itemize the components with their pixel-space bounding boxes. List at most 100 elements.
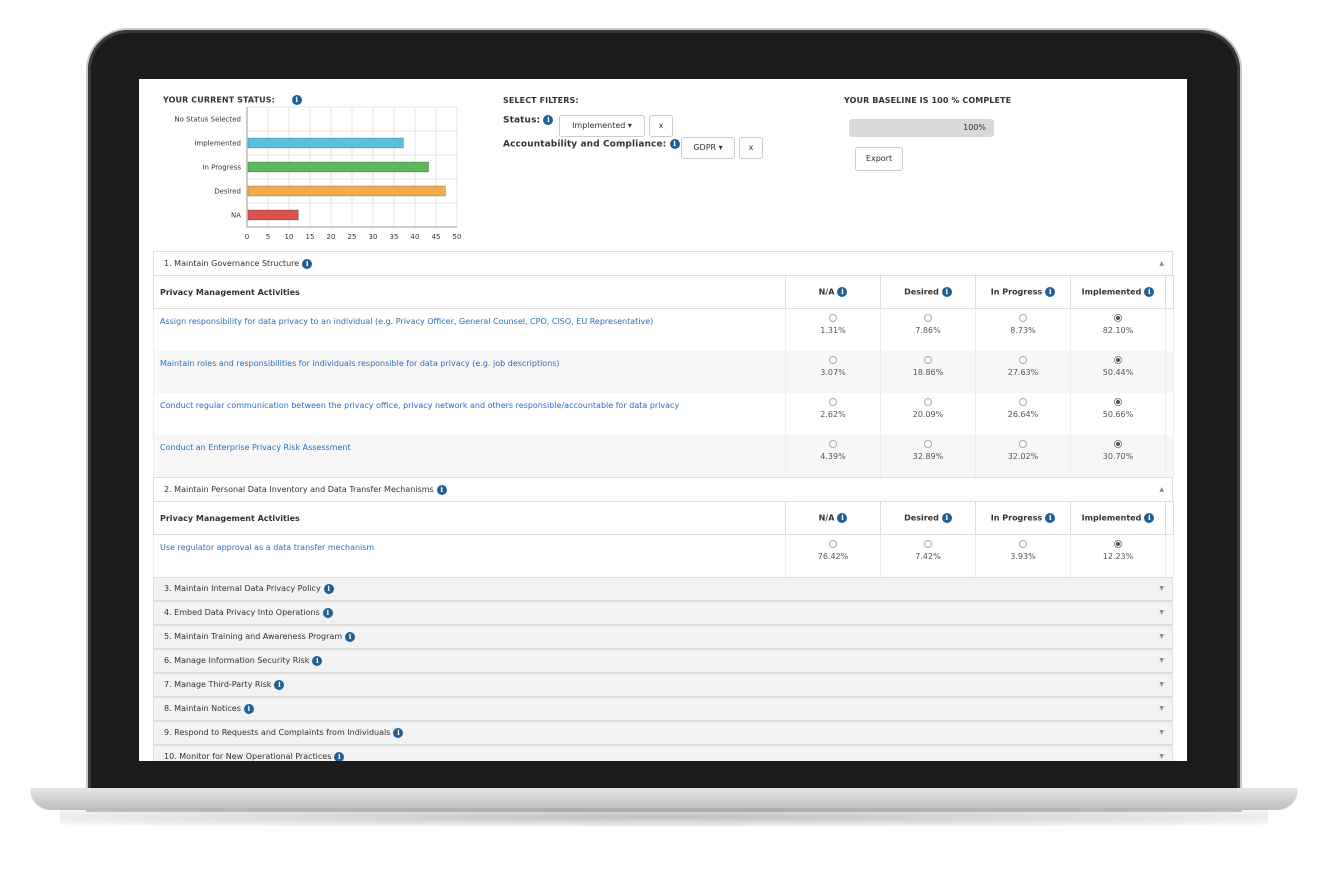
radio-progress[interactable] — [1019, 440, 1027, 448]
info-icon[interactable]: i — [302, 258, 313, 269]
activity-link[interactable]: Conduct an Enterprise Privacy Risk Asses… — [153, 435, 786, 477]
info-icon[interactable]: i — [243, 703, 254, 714]
info-icon[interactable]: i — [1045, 513, 1056, 523]
percentage-value: 30.70% — [1102, 452, 1134, 461]
section-header[interactable]: 1. Maintain Governance Structure i ▲ — [153, 251, 1173, 275]
expand-caret-icon[interactable]: ▼ — [1159, 585, 1164, 592]
info-icon[interactable]: i — [274, 679, 285, 690]
section-header[interactable]: 10. Monitor for New Operational Practice… — [153, 745, 1173, 761]
percentage-value: 7.42% — [915, 552, 941, 561]
expand-caret-icon[interactable]: ▼ — [1159, 657, 1164, 664]
percentage-value: 50.44% — [1102, 368, 1134, 377]
option-cell-progress: 26.64% — [975, 393, 1071, 435]
activity-link[interactable]: Assign responsibility for data privacy t… — [153, 308, 786, 351]
section-header[interactable]: 5. Maintain Training and Awareness Progr… — [153, 625, 1173, 649]
radio-desired[interactable] — [924, 314, 932, 322]
expand-caret-icon[interactable]: ▼ — [1159, 609, 1164, 616]
activity-link[interactable]: Use regulator approval as a data transfe… — [153, 534, 786, 577]
percentage-value: 27.63% — [1007, 368, 1039, 377]
info-icon[interactable]: i — [1045, 287, 1056, 297]
percentage-value: 32.89% — [912, 452, 944, 461]
option-cell-na: 2.62% — [785, 393, 881, 435]
radio-implemented[interactable] — [1114, 314, 1122, 322]
export-button[interactable]: Export — [855, 147, 903, 171]
activity-link[interactable]: Maintain roles and responsibilities for … — [153, 351, 786, 393]
info-icon[interactable]: i — [543, 115, 554, 125]
x-tick-label: 20 — [327, 233, 336, 241]
status-filter-dropdown[interactable]: Implemented ▾ — [559, 115, 645, 137]
clear-accountability-filter-button[interactable]: x — [739, 137, 763, 159]
status-filter-label: Status: i — [503, 115, 554, 126]
collapse-caret-icon[interactable]: ▲ — [1159, 260, 1164, 267]
current-status-header: YOUR CURRENT STATUS: i — [163, 95, 302, 105]
section-header[interactable]: 3. Maintain Internal Data Privacy Policy… — [153, 577, 1173, 601]
radio-na[interactable] — [829, 540, 837, 548]
x-tick-label: 45 — [432, 233, 441, 241]
radio-na[interactable] — [829, 314, 837, 322]
radio-implemented[interactable] — [1114, 540, 1122, 548]
info-icon[interactable]: i — [837, 513, 848, 523]
radio-implemented[interactable] — [1114, 356, 1122, 364]
section-header[interactable]: 2. Maintain Personal Data Inventory and … — [153, 477, 1173, 501]
column-header: N/A i — [785, 275, 881, 309]
column-header-label: Implemented — [1081, 287, 1142, 297]
percentage-value: 50.66% — [1102, 410, 1134, 419]
expand-caret-icon[interactable]: ▼ — [1159, 681, 1164, 688]
radio-na[interactable] — [829, 398, 837, 406]
clear-status-filter-button[interactable]: x — [649, 115, 673, 137]
option-cell-implemented: 82.10% — [1070, 308, 1166, 351]
radio-desired[interactable] — [924, 540, 932, 548]
info-icon[interactable]: i — [669, 139, 680, 149]
info-icon[interactable]: i — [312, 655, 323, 666]
section-header[interactable]: 8. Maintain Notices i ▼ — [153, 697, 1173, 721]
info-icon[interactable]: i — [323, 583, 334, 594]
section-title: 9. Respond to Requests and Complaints fr… — [164, 728, 391, 737]
info-icon[interactable]: i — [941, 513, 952, 523]
bar-in-progress — [247, 161, 430, 173]
column-header-label: In Progress — [990, 287, 1043, 297]
info-icon[interactable]: i — [1144, 513, 1155, 523]
info-icon[interactable]: i — [334, 751, 345, 761]
expand-caret-icon[interactable]: ▼ — [1159, 705, 1164, 712]
info-icon[interactable]: i — [322, 607, 333, 618]
section-title: 10. Monitor for New Operational Practice… — [164, 752, 332, 761]
option-cell-implemented: 50.44% — [1070, 351, 1166, 393]
section-header[interactable]: 7. Manage Third-Party Risk i ▼ — [153, 673, 1173, 697]
bar-desired — [247, 185, 446, 197]
radio-desired[interactable] — [924, 398, 932, 406]
section-header[interactable]: 9. Respond to Requests and Complaints fr… — [153, 721, 1173, 745]
info-icon[interactable]: i — [837, 287, 848, 297]
radio-desired[interactable] — [924, 356, 932, 364]
radio-implemented[interactable] — [1114, 440, 1122, 448]
activity-link[interactable]: Conduct regular communication between th… — [153, 393, 786, 435]
radio-progress[interactable] — [1019, 398, 1027, 406]
radio-implemented[interactable] — [1114, 398, 1122, 406]
radio-na[interactable] — [829, 440, 837, 448]
radio-na[interactable] — [829, 356, 837, 364]
radio-progress[interactable] — [1019, 356, 1027, 364]
section-header[interactable]: 6. Manage Information Security Risk i ▼ — [153, 649, 1173, 673]
info-icon[interactable]: i — [393, 727, 404, 738]
accountability-filter-dropdown[interactable]: GDPR ▾ — [681, 137, 735, 159]
option-cell-desired: 7.42% — [880, 534, 976, 577]
column-header: Implemented i — [1070, 275, 1166, 309]
info-icon[interactable]: i — [941, 287, 952, 297]
collapse-caret-icon[interactable]: ▲ — [1159, 486, 1164, 493]
baseline-progress-bar: 100% — [849, 119, 994, 137]
info-icon[interactable]: i — [436, 484, 447, 495]
column-header: Desired i — [880, 275, 976, 309]
expand-caret-icon[interactable]: ▼ — [1159, 753, 1164, 760]
expand-caret-icon[interactable]: ▼ — [1159, 633, 1164, 640]
table-row: Assign responsibility for data privacy t… — [153, 308, 1174, 351]
radio-progress[interactable] — [1019, 540, 1027, 548]
percentage-value: 7.86% — [915, 326, 941, 335]
expand-caret-icon[interactable]: ▼ — [1159, 729, 1164, 736]
info-icon[interactable]: i — [345, 631, 356, 642]
info-icon[interactable]: i — [291, 95, 302, 105]
column-header: N/A i — [785, 501, 881, 535]
radio-desired[interactable] — [924, 440, 932, 448]
column-header: In Progress i — [975, 501, 1071, 535]
info-icon[interactable]: i — [1144, 287, 1155, 297]
radio-progress[interactable] — [1019, 314, 1027, 322]
section-header[interactable]: 4. Embed Data Privacy Into Operations i ▼ — [153, 601, 1173, 625]
